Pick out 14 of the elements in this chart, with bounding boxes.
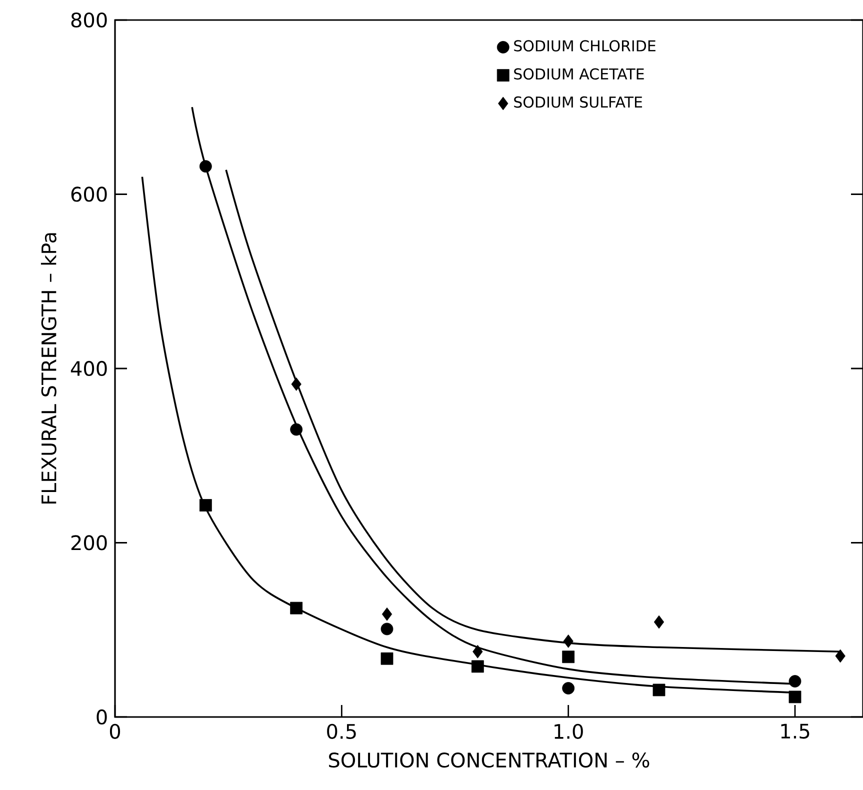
x-tick-label: 0.5: [327, 724, 356, 739]
y-tick-label: 800: [71, 12, 107, 28]
legend-label: SODIUM SULFATE: [514, 96, 642, 108]
y-tick-label: 0: [96, 709, 107, 725]
y-axis-title: FLEXURAL STRENGTH – kPa: [40, 233, 56, 504]
y-tick-label: 400: [70, 360, 107, 376]
x-tick-label: 1.5: [781, 724, 810, 739]
y-tick-label: 200: [71, 535, 107, 550]
x-tick-label: 1.0: [554, 724, 583, 739]
y-tick-label: 600: [71, 186, 107, 202]
x-tick-label: 0: [110, 724, 120, 739]
legend-label: SODIUM CHLORIDE: [514, 40, 656, 52]
legend-label: SODIUM ACETATE: [514, 68, 644, 80]
x-axis-title: SOLUTION CONCENTRATION – %: [329, 752, 650, 768]
